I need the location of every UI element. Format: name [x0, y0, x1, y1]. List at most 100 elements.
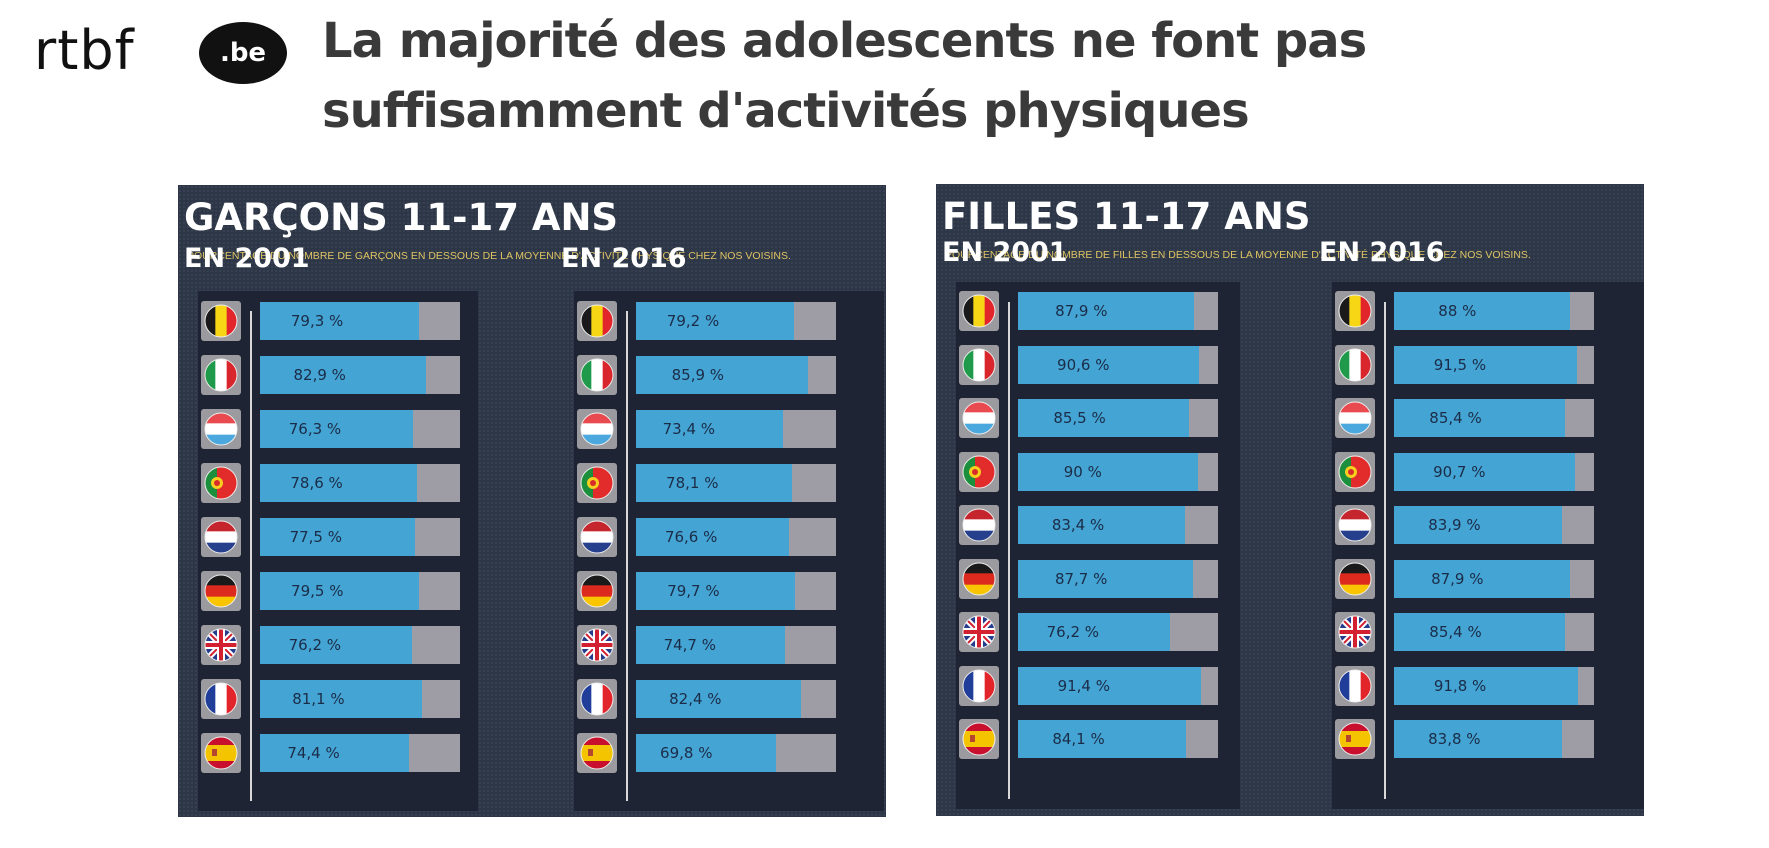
bar-value-label: 91,5 %: [1433, 355, 1487, 374]
bar-germany: [1018, 559, 1194, 598]
headline-line-2: suffisamment d'activités physiques: [322, 83, 1250, 139]
bar-track: 77,5 %: [260, 518, 460, 556]
bar-track: 79,7 %: [636, 572, 836, 610]
spain-flag-icon: [201, 733, 241, 773]
spain-flag-icon: [959, 719, 999, 759]
bar-track: 85,4 %: [1394, 613, 1594, 651]
bar-track: 84,1 %: [1018, 720, 1218, 758]
bar-value-label: 77,5 %: [289, 528, 342, 546]
bar-france: [636, 680, 801, 718]
bar-luxembourg: [260, 410, 413, 448]
bar-value-label: 76,2 %: [288, 636, 342, 654]
bar-value-label: 85,4 %: [1429, 623, 1482, 641]
united-kingdom-flag-icon: [959, 612, 999, 652]
bar-value-label: 79,5 %: [291, 582, 344, 600]
girls-chart-title: FILLES 11-17 ANS: [942, 195, 1311, 238]
france-flag-icon: [577, 679, 617, 719]
netherlands-flag-icon: [577, 517, 617, 557]
bar-france: [1394, 666, 1578, 705]
bar-value-label: 73,4 %: [662, 420, 716, 438]
bar-track: 79,2 %: [636, 302, 836, 340]
bar-track: 87,9 %: [1394, 559, 1594, 598]
bar-value-label: 83,4 %: [1051, 516, 1105, 534]
headline-line-1: La majorité des adolescents ne font pas: [322, 13, 1367, 69]
page-title: La majorité des adolescents ne font pas …: [322, 6, 1422, 146]
bar-value-label: 87,9 %: [1431, 569, 1484, 588]
bar-track: 76,2 %: [260, 626, 460, 664]
bar-track: 69,8 %: [636, 734, 836, 772]
bar-spain: [636, 734, 776, 772]
italy-flag-icon: [959, 344, 999, 385]
bar-belgium: [636, 302, 795, 340]
bar-luxembourg: [1394, 399, 1565, 437]
bar-track: 90 %: [1018, 452, 1218, 491]
bar-track: 85,9 %: [636, 356, 836, 394]
portugal-flag-icon: [201, 463, 241, 503]
bar-value-label: 85,4 %: [1429, 409, 1482, 427]
bar-spain: [1394, 720, 1562, 758]
bar-track: 83,4 %: [1018, 506, 1218, 544]
bar-track: 90,7 %: [1394, 452, 1594, 491]
bar-portugal: [1018, 452, 1198, 491]
bar-value-label: 91,4 %: [1057, 676, 1110, 695]
bar-track: 91,8 %: [1394, 666, 1594, 705]
bar-track: 87,7 %: [1018, 559, 1218, 598]
luxembourg-flag-icon: [1335, 398, 1375, 438]
bar-track: 76,3 %: [260, 410, 460, 448]
portugal-flag-icon: [577, 463, 617, 503]
bar-value-label: 76,2 %: [1046, 623, 1100, 641]
bar-value-label: 69,8 %: [660, 744, 713, 762]
belgium-flag-icon: [1335, 291, 1375, 331]
axis-divider: [626, 311, 628, 801]
bar-track: 81,1 %: [260, 680, 460, 718]
bar-italy: [1394, 345, 1577, 384]
belgium-flag-icon: [201, 301, 241, 341]
luxembourg-flag-icon: [577, 409, 617, 449]
bar-value-label: 76,3 %: [288, 420, 342, 438]
bar-value-label: 82,9 %: [293, 366, 346, 384]
united-kingdom-flag-icon: [1335, 612, 1375, 652]
bar-italy: [636, 356, 808, 394]
girls-year-label-2016: EN 2016: [1319, 237, 1445, 268]
bar-portugal: [636, 464, 793, 502]
bar-value-label: 90 %: [1063, 462, 1102, 481]
spain-flag-icon: [577, 733, 617, 773]
france-flag-icon: [959, 665, 999, 706]
netherlands-flag-icon: [959, 505, 999, 545]
axis-divider: [1008, 302, 1010, 799]
bar-united-kingdom: [260, 626, 413, 664]
netherlands-flag-icon: [1335, 505, 1375, 545]
bar-value-label: 79,2 %: [666, 312, 720, 330]
bar-track: 78,1 %: [636, 464, 836, 502]
bar-united-kingdom: [636, 626, 786, 664]
bar-belgium: [1394, 292, 1570, 330]
bar-value-label: 87,7 %: [1054, 569, 1108, 588]
italy-flag-icon: [1335, 344, 1375, 385]
germany-flag-icon: [1335, 558, 1375, 599]
bar-value-label: 87,9 %: [1055, 302, 1108, 320]
bar-portugal: [260, 464, 418, 502]
bar-track: 88 %: [1394, 292, 1594, 330]
bar-germany: [260, 572, 419, 610]
bar-belgium: [1018, 292, 1194, 330]
bar-track: 83,9 %: [1394, 506, 1594, 544]
germany-flag-icon: [577, 571, 617, 611]
italy-flag-icon: [577, 355, 617, 395]
bar-italy: [1018, 345, 1200, 384]
bar-france: [1018, 666, 1201, 705]
bar-france: [260, 680, 423, 718]
bar-spain: [1018, 720, 1187, 758]
bar-track: 91,5 %: [1394, 345, 1594, 384]
girls-chart-panel: FILLES 11-17 ANS POURCENTAGE DU NOMBRE D…: [936, 184, 1644, 816]
logo-wordmark: rtbf: [34, 19, 135, 82]
girls-year-label-2001: EN 2001: [942, 237, 1068, 268]
bar-track: 90,6 %: [1018, 345, 1218, 384]
luxembourg-flag-icon: [959, 398, 999, 438]
boys-chart-subtitle: POURCENTAGE DU NOMBRE DE GARÇONS EN DESS…: [187, 250, 791, 262]
bar-track: 74,4 %: [260, 734, 460, 772]
logo-badge: .be: [199, 22, 287, 84]
portugal-flag-icon: [959, 451, 999, 492]
bar-track: 79,3 %: [260, 302, 460, 340]
boys-chart-panel: GARÇONS 11-17 ANS POURCENTAGE DU NOMBRE …: [178, 185, 886, 817]
bar-value-label: 88 %: [1438, 302, 1477, 320]
